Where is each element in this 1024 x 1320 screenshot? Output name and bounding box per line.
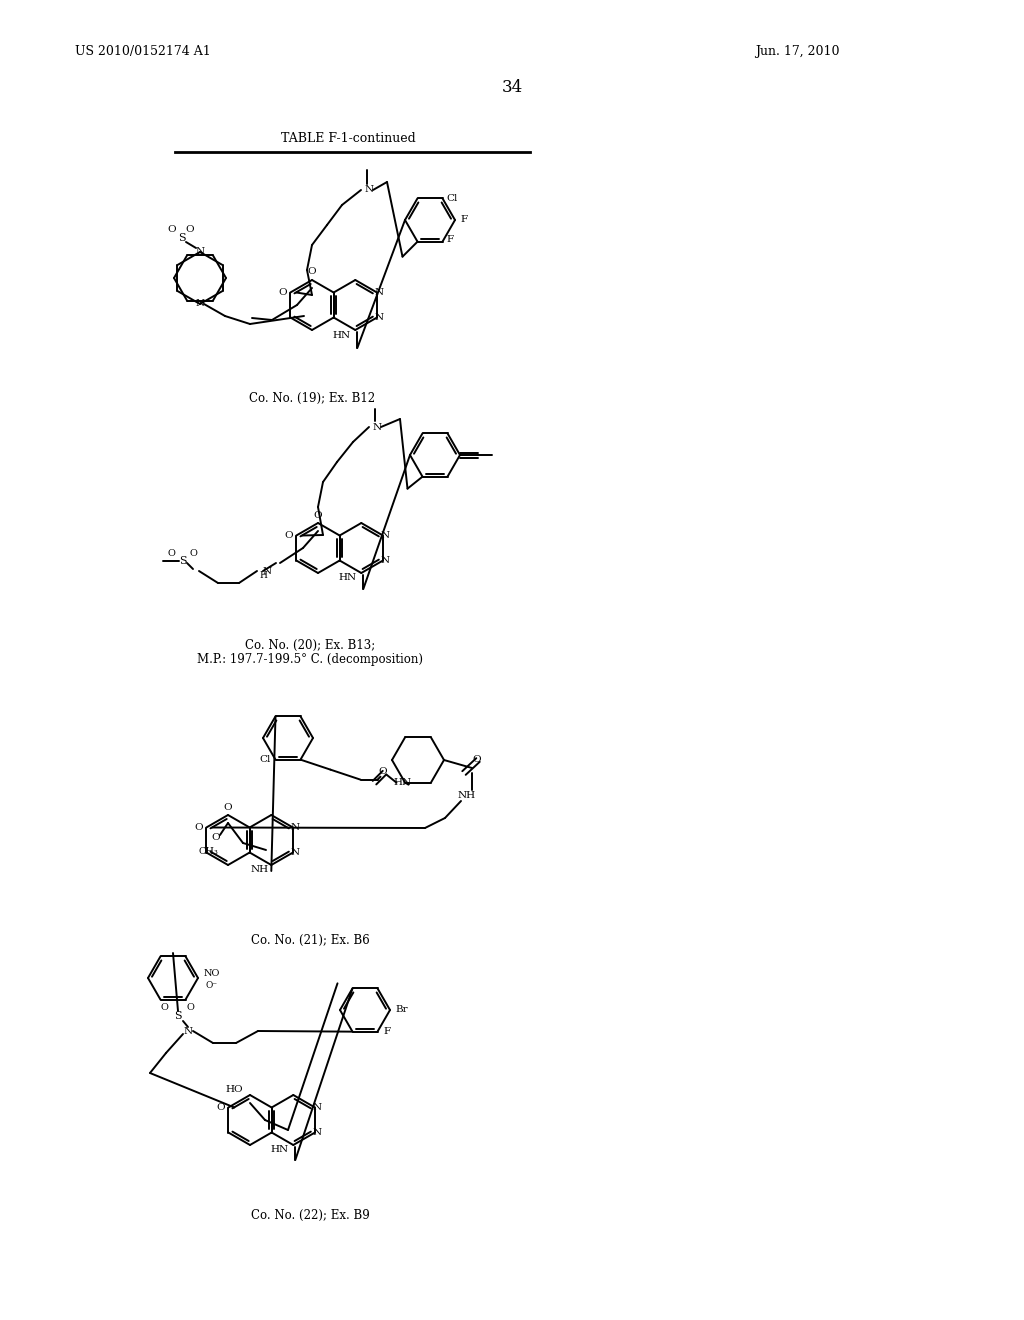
Text: O: O [216, 1104, 224, 1111]
Text: Co. No. (19); Ex. B12: Co. No. (19); Ex. B12 [249, 392, 375, 404]
Text: Co. No. (21); Ex. B6: Co. No. (21); Ex. B6 [251, 933, 370, 946]
Text: O⁻: O⁻ [206, 981, 218, 990]
Text: Co. No. (20); Ex. B13;: Co. No. (20); Ex. B13; [245, 639, 375, 652]
Text: H: H [259, 572, 267, 581]
Text: F: F [461, 215, 468, 224]
Text: N: N [380, 531, 389, 540]
Text: TABLE F-1-continued: TABLE F-1-continued [281, 132, 416, 144]
Text: O: O [223, 803, 232, 812]
Text: O: O [167, 549, 175, 557]
Text: HN: HN [332, 330, 350, 339]
Text: N: N [291, 847, 299, 857]
Text: NH: NH [458, 792, 476, 800]
Text: HN: HN [270, 1146, 289, 1155]
Text: S: S [178, 234, 185, 243]
Text: N: N [196, 300, 205, 309]
Text: N: N [373, 422, 382, 432]
Text: Cl: Cl [446, 194, 458, 203]
Text: O: O [473, 755, 481, 764]
Text: HN: HN [393, 779, 412, 787]
Text: N: N [365, 186, 374, 194]
Text: N: N [183, 1027, 193, 1035]
Text: N: N [312, 1104, 322, 1111]
Text: O: O [189, 549, 197, 557]
Text: Cl: Cl [260, 755, 271, 764]
Text: F: F [446, 235, 454, 244]
Text: F: F [384, 1027, 391, 1036]
Text: N: N [312, 1129, 322, 1137]
Text: Co. No. (22); Ex. B9: Co. No. (22); Ex. B9 [251, 1209, 370, 1221]
Text: O: O [185, 226, 195, 235]
Text: N: N [380, 556, 389, 565]
Text: 34: 34 [502, 79, 522, 96]
Text: O: O [279, 288, 287, 297]
Text: N: N [375, 288, 384, 297]
Text: US 2010/0152174 A1: US 2010/0152174 A1 [75, 45, 211, 58]
Text: O: O [284, 531, 293, 540]
Text: O: O [212, 833, 220, 842]
Text: S: S [179, 556, 186, 566]
Text: CH₃: CH₃ [198, 846, 218, 855]
Text: O: O [168, 226, 176, 235]
Text: O: O [160, 1003, 168, 1012]
Text: HN: HN [338, 573, 356, 582]
Text: N: N [375, 313, 384, 322]
Text: O: O [186, 1003, 194, 1012]
Text: HO: HO [225, 1085, 243, 1094]
Text: NH: NH [250, 866, 268, 874]
Text: O: O [194, 822, 203, 832]
Text: S: S [174, 1011, 182, 1020]
Text: N: N [262, 566, 271, 576]
Text: N: N [291, 822, 299, 832]
Text: M.P.: 197.7-199.5° C. (decomposition): M.P.: 197.7-199.5° C. (decomposition) [197, 653, 423, 667]
Text: NO: NO [204, 969, 220, 978]
Text: O: O [378, 767, 387, 776]
Text: N: N [196, 248, 205, 256]
Text: Jun. 17, 2010: Jun. 17, 2010 [755, 45, 840, 58]
Text: Br: Br [395, 1006, 409, 1015]
Text: O: O [313, 511, 323, 520]
Text: O: O [307, 268, 316, 276]
